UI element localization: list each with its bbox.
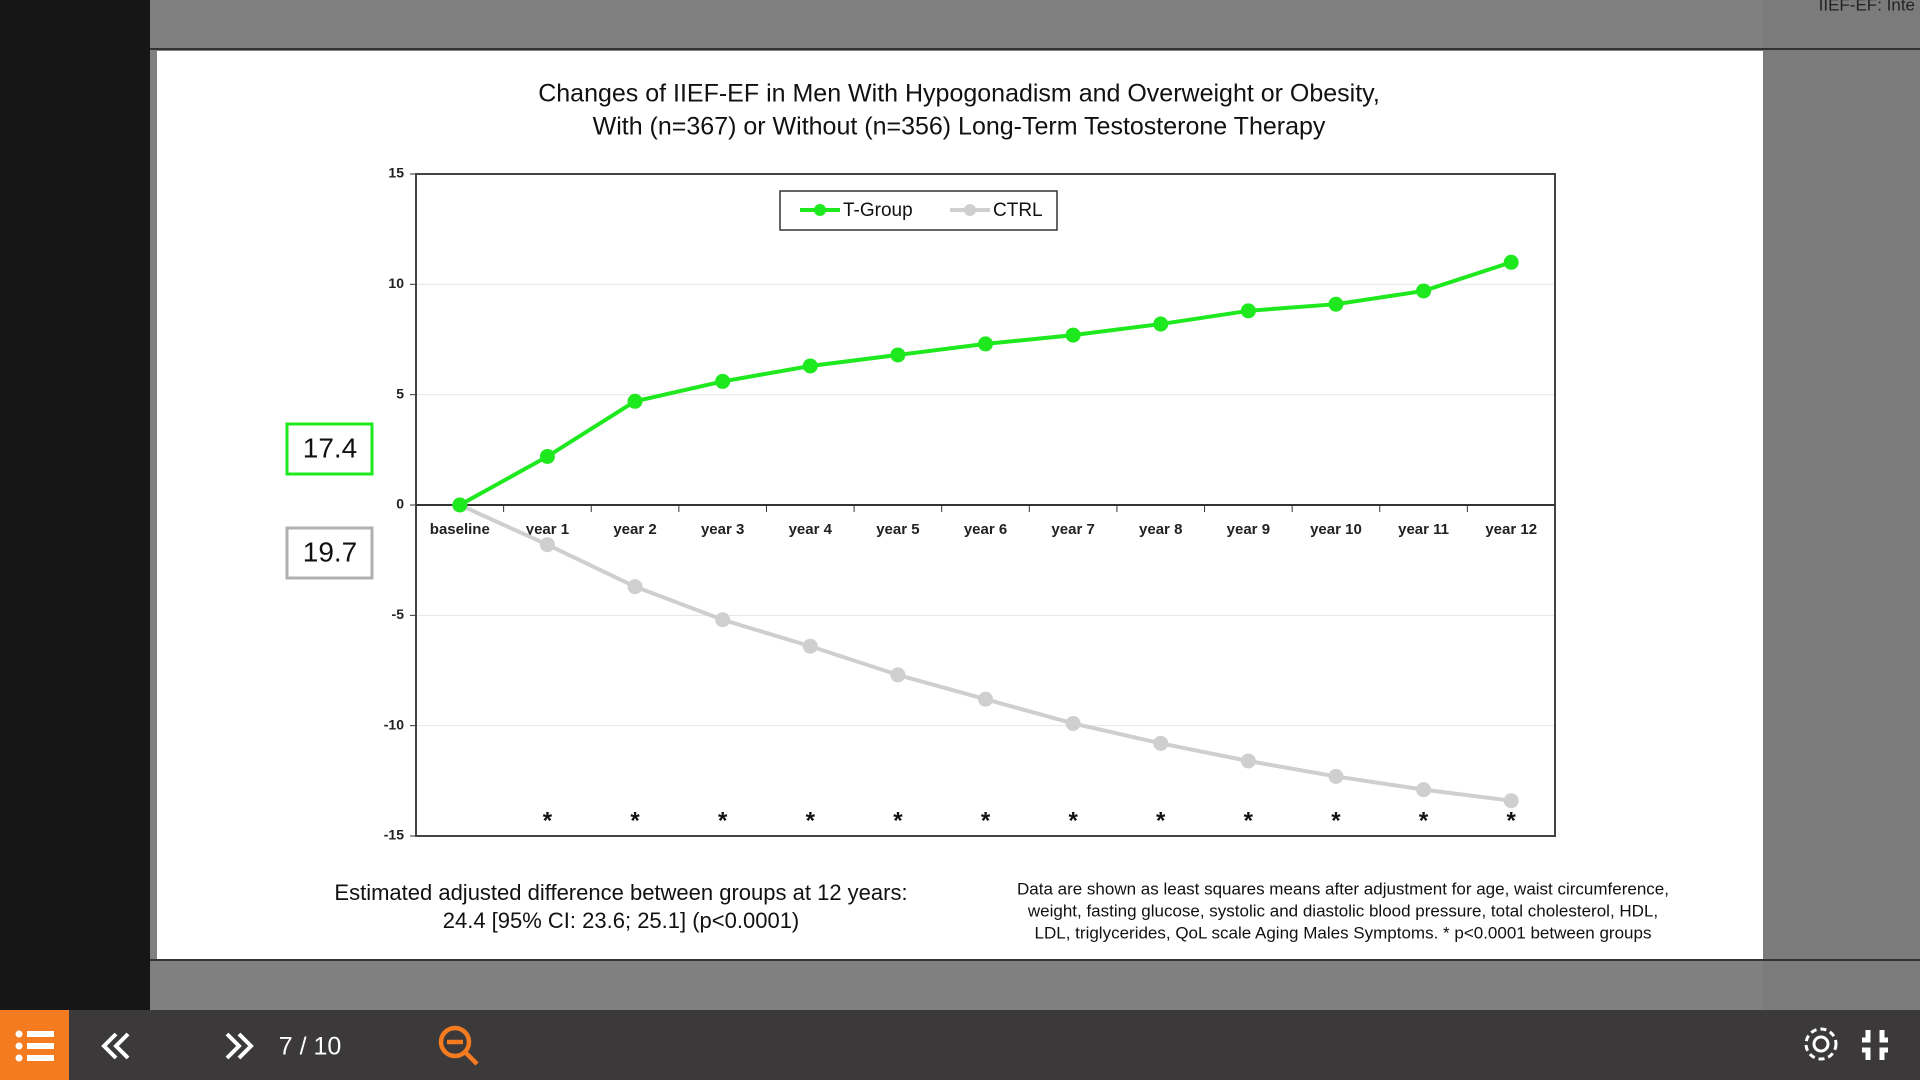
significance-marker: * [806,807,816,834]
data-point [539,537,555,553]
x-tick-label: year 5 [876,521,919,538]
legend-marker [814,204,826,216]
side-panel [1763,0,1920,1010]
x-tick-label: year 7 [1051,521,1094,538]
toolbar [0,1010,1920,1080]
chart-title: With (n=367) or Without (n=356) Long-Ter… [593,113,1326,141]
zoom-out-button[interactable] [438,1025,479,1066]
list-icon [15,1030,54,1062]
data-point [1328,296,1344,312]
data-point [1416,782,1432,798]
data-point [539,448,555,464]
data-point [890,347,906,363]
x-tick-label: year 11 [1398,521,1449,538]
significance-marker: * [1068,807,1078,834]
data-point [1065,715,1081,731]
data-point [1153,735,1169,751]
x-tick-label: year 2 [613,521,656,538]
data-point [978,336,993,352]
y-tick-label: -10 [384,716,404,732]
data-point [715,373,731,389]
data-point [1503,254,1519,270]
significance-marker: * [1244,807,1254,834]
page-indicator: 7 / 10 [279,1033,342,1061]
next-button[interactable] [225,1032,254,1060]
data-point [1153,316,1169,332]
data-point [452,497,468,513]
significance-marker: * [718,807,728,834]
x-tick-label: year 8 [1139,521,1182,538]
footnote-right: Data are shown as least squares means af… [1017,879,1669,898]
x-tick-label: year 3 [701,521,744,538]
significance-marker: * [630,807,640,834]
x-tick-label: year 1 [526,521,569,538]
data-point [1240,303,1256,319]
annotation-text: 17.4 [303,432,358,463]
annotation-box [285,526,374,580]
legend-label: T-Group [843,200,913,221]
significance-marker: * [1331,807,1341,834]
data-point [890,667,906,683]
chart: Changes of IIEF-EF in Men With Hypogonad… [285,80,1669,942]
footnote-right: LDL, triglycerides, QoL scale Aging Male… [1035,923,1652,942]
significance-marker: * [1156,807,1166,834]
legend-label: CTRL [993,200,1043,221]
left-strip [0,0,150,1010]
legend-marker [964,204,976,216]
y-tick-label: -15 [384,827,404,843]
data-point [802,358,818,374]
data-point [627,579,643,595]
y-tick-label: 0 [396,496,404,512]
data-point [978,691,993,707]
footnote-left: Estimated adjusted difference between gr… [334,880,907,905]
exit-fullscreen-button[interactable] [1862,1030,1888,1060]
data-point [802,638,818,654]
chart-title: Changes of IIEF-EF in Men With Hypogonad… [538,80,1380,108]
annotation-box [285,422,374,476]
x-tick-label: year 10 [1310,521,1362,538]
data-point [1328,768,1344,784]
data-point [715,612,731,628]
prev-button[interactable] [101,1032,130,1060]
x-tick-label: year 4 [789,521,833,538]
settings-button[interactable] [1804,1027,1838,1061]
footnote-right: weight, fasting glucose, systolic and di… [1027,901,1658,920]
y-tick-label: 10 [388,275,404,291]
x-tick-label: year 12 [1485,521,1537,538]
data-point [1416,283,1432,299]
footnote-left: 24.4 [95% CI: 23.6; 25.1] (p<0.0001) [443,908,800,933]
y-tick-label: -5 [392,606,405,622]
significance-marker: * [543,807,553,834]
x-tick-label: baseline [430,521,490,538]
data-point [1503,793,1519,809]
x-tick-label: year 9 [1227,521,1270,538]
menu-button[interactable] [0,1010,69,1080]
significance-marker: * [981,807,991,834]
significance-marker: * [1419,807,1429,834]
y-tick-label: 15 [388,165,404,181]
significance-marker: * [893,807,903,834]
header-tab: IIEF-EF: Inte [1819,0,1915,14]
x-tick-label: year 6 [964,521,1007,538]
data-point [627,393,643,409]
annotation-text: 19.7 [303,536,358,567]
data-point [1065,327,1081,343]
data-point [1240,753,1256,769]
significance-marker: * [1507,807,1517,834]
y-tick-label: 5 [396,385,404,401]
